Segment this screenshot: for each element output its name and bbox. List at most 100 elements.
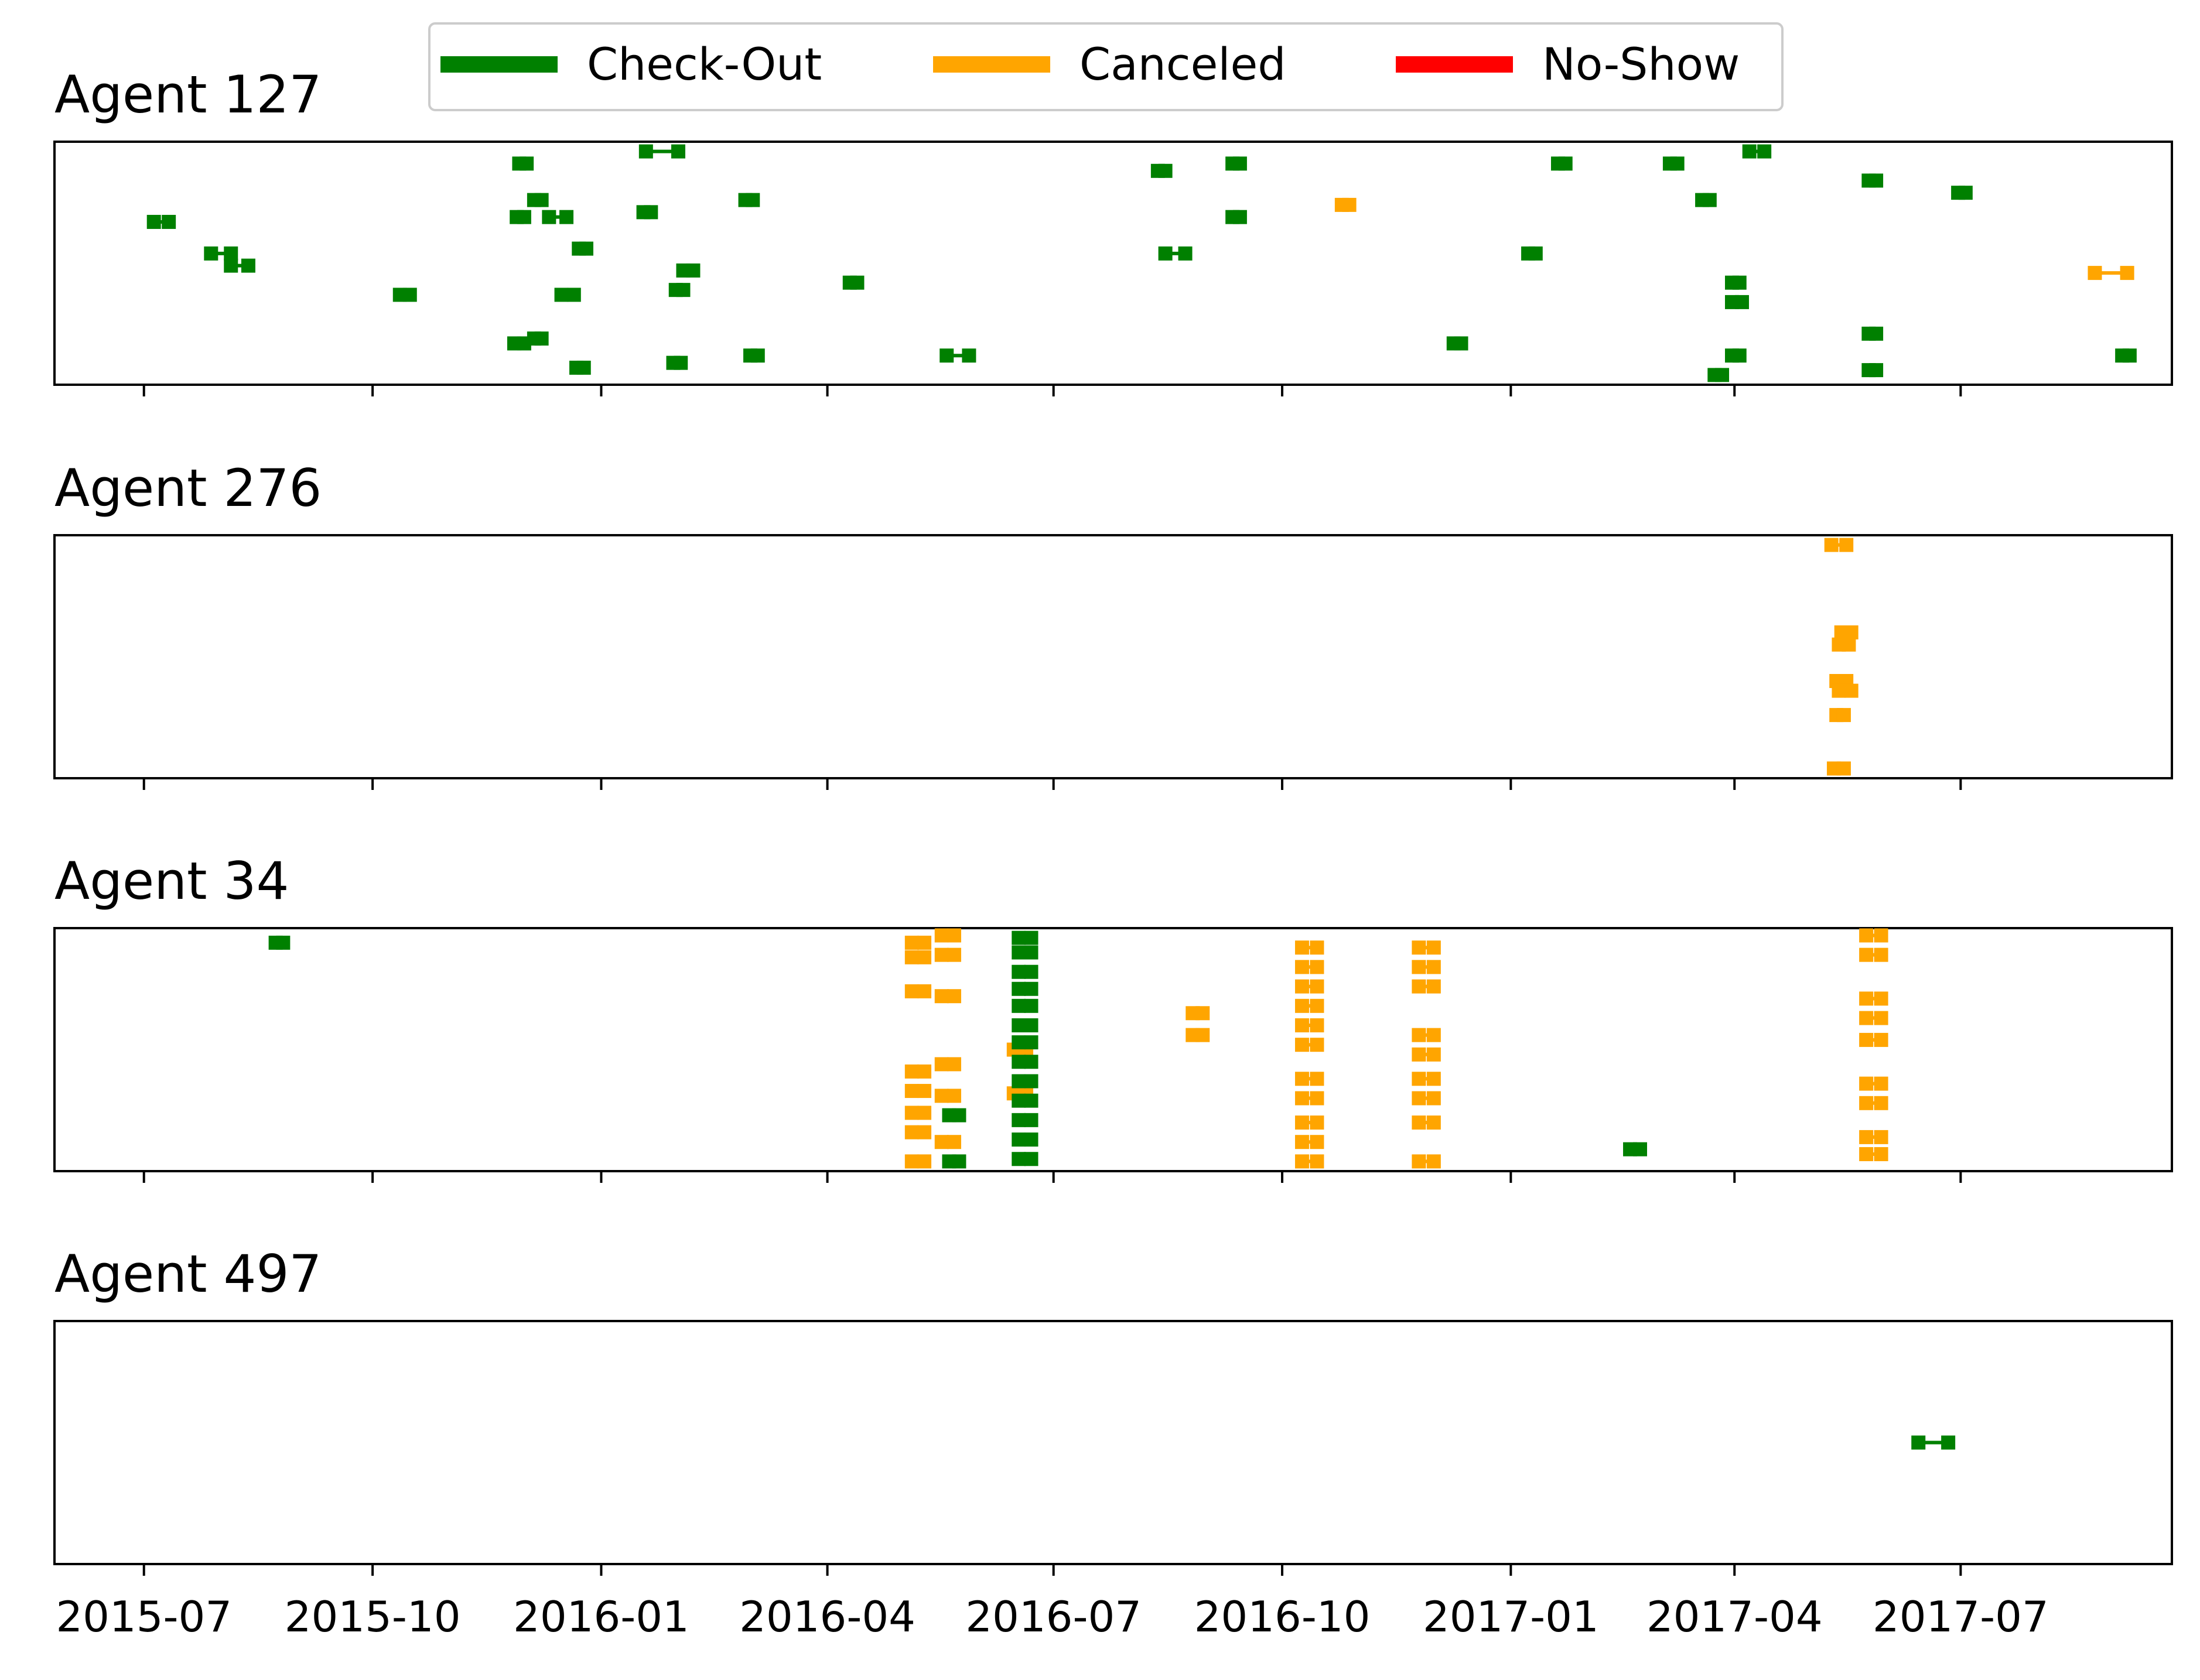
stay-mark <box>842 275 865 290</box>
stay-end-marker <box>917 984 932 998</box>
stay-end-marker <box>1024 1018 1038 1032</box>
stay-mark <box>1334 197 1357 212</box>
axes-frame <box>53 534 2173 779</box>
stay-mark <box>904 1064 932 1079</box>
stay-start-marker <box>1832 683 1846 698</box>
stay-mark <box>904 1084 932 1099</box>
stay-end-marker <box>952 1154 966 1169</box>
stay-end-marker <box>917 1084 932 1099</box>
stay-mark <box>904 1106 932 1120</box>
stay-mark <box>1832 683 1859 698</box>
stay-mark <box>1225 156 1247 171</box>
stay-start-marker <box>1824 538 1839 552</box>
stay-mark <box>1662 156 1685 171</box>
stay-mark <box>934 928 961 943</box>
stay-end-marker <box>917 1064 932 1079</box>
stay-end-marker <box>1715 368 1730 382</box>
stay-end-marker <box>1874 1032 1888 1047</box>
stay-end-marker <box>1310 1038 1324 1052</box>
stay-start-marker <box>1012 1152 1026 1166</box>
stay-start-marker <box>1294 1091 1309 1106</box>
stay-start-marker <box>638 144 653 159</box>
stay-end-marker <box>1633 1142 1648 1157</box>
stay-end-marker <box>1158 163 1173 178</box>
stay-end-marker <box>1310 998 1324 1013</box>
stay-mark <box>1861 326 1884 341</box>
stay-mark <box>1012 1113 1038 1127</box>
stay-mark <box>1412 1028 1441 1042</box>
stay-mark <box>268 935 291 950</box>
stay-mark <box>1225 210 1247 224</box>
stay-start-marker <box>1294 960 1309 974</box>
stay-start-marker <box>1294 1116 1309 1130</box>
stay-start-marker <box>1294 1038 1309 1052</box>
stay-mark <box>1012 1074 1038 1089</box>
stay-mark <box>1832 637 1856 652</box>
stay-end-marker <box>1702 193 1717 207</box>
stay-end-marker <box>1844 625 1859 639</box>
stay-mark <box>1861 363 1884 378</box>
stay-end-marker <box>850 275 865 290</box>
panel-title: Agent 276 <box>54 458 322 518</box>
stay-end-marker <box>1757 144 1772 159</box>
stay-start-marker <box>1412 960 1426 974</box>
stay-end-marker <box>750 348 765 363</box>
stay-end-marker <box>1836 761 1851 776</box>
stay-end-marker <box>917 935 932 950</box>
stay-end-marker <box>1195 1006 1210 1021</box>
stay-mark <box>1412 1047 1441 1062</box>
stay-mark <box>1012 1055 1038 1069</box>
stay-mark <box>542 210 574 224</box>
stay-start-marker <box>1412 1072 1426 1086</box>
x-tick-label: 2016-07 <box>965 1592 1142 1641</box>
stay-start-marker <box>1859 1076 1874 1091</box>
stay-end-marker <box>1310 1116 1324 1130</box>
stay-mark <box>1012 1018 1038 1032</box>
panel-agent-34: Agent 34 <box>53 851 2173 1183</box>
stay-start-marker <box>1412 1154 1426 1169</box>
stay-end-marker <box>1426 960 1441 974</box>
stay-end-marker <box>1874 1147 1888 1161</box>
stay-mark <box>1859 928 1888 943</box>
stay-end-marker <box>1869 363 1884 378</box>
stay-mark <box>2115 348 2137 363</box>
stay-end-marker <box>1426 1028 1441 1042</box>
stay-end-marker <box>1844 683 1859 698</box>
stay-mark <box>1012 930 1038 945</box>
stay-mark <box>1294 1018 1324 1032</box>
stay-mark <box>1859 1011 1888 1025</box>
stay-end-marker <box>947 1135 961 1149</box>
stay-mark <box>507 336 531 351</box>
x-tick-label: 2017-04 <box>1646 1592 1823 1641</box>
stay-end-marker <box>947 928 961 943</box>
stay-mark <box>1186 1028 1210 1042</box>
stay-end-marker <box>1528 246 1543 261</box>
stay-end-marker <box>1024 1152 1038 1166</box>
stay-start-marker <box>934 928 949 943</box>
stay-mark <box>569 360 591 375</box>
stay-start-marker <box>1012 1055 1026 1069</box>
stay-end-marker <box>1874 991 1888 1006</box>
stay-start-marker <box>1859 1130 1874 1144</box>
stay-mark <box>942 1108 966 1123</box>
stay-end-marker <box>1232 210 1247 224</box>
stay-mark <box>1412 1116 1441 1130</box>
legend: Check-Out Canceled No-Show <box>428 22 1784 111</box>
stay-start-marker <box>1012 1113 1026 1127</box>
stay-mark <box>638 144 685 159</box>
stay-end-marker <box>1310 940 1324 955</box>
stay-end-marker <box>1426 1116 1441 1130</box>
stay-end-marker <box>1874 1076 1888 1091</box>
stay-end-marker <box>1869 326 1884 341</box>
x-tick-label: 2016-10 <box>1194 1592 1371 1641</box>
stay-end-marker <box>674 355 688 370</box>
stay-end-marker <box>952 1108 966 1123</box>
stay-end-marker <box>917 950 932 964</box>
stay-mark <box>512 156 534 171</box>
stay-mark <box>1951 186 1973 200</box>
stay-end-marker <box>1874 1096 1888 1110</box>
stay-end-marker <box>1024 981 1038 996</box>
stay-start-marker <box>904 1125 919 1140</box>
stay-mark <box>1826 761 1851 776</box>
